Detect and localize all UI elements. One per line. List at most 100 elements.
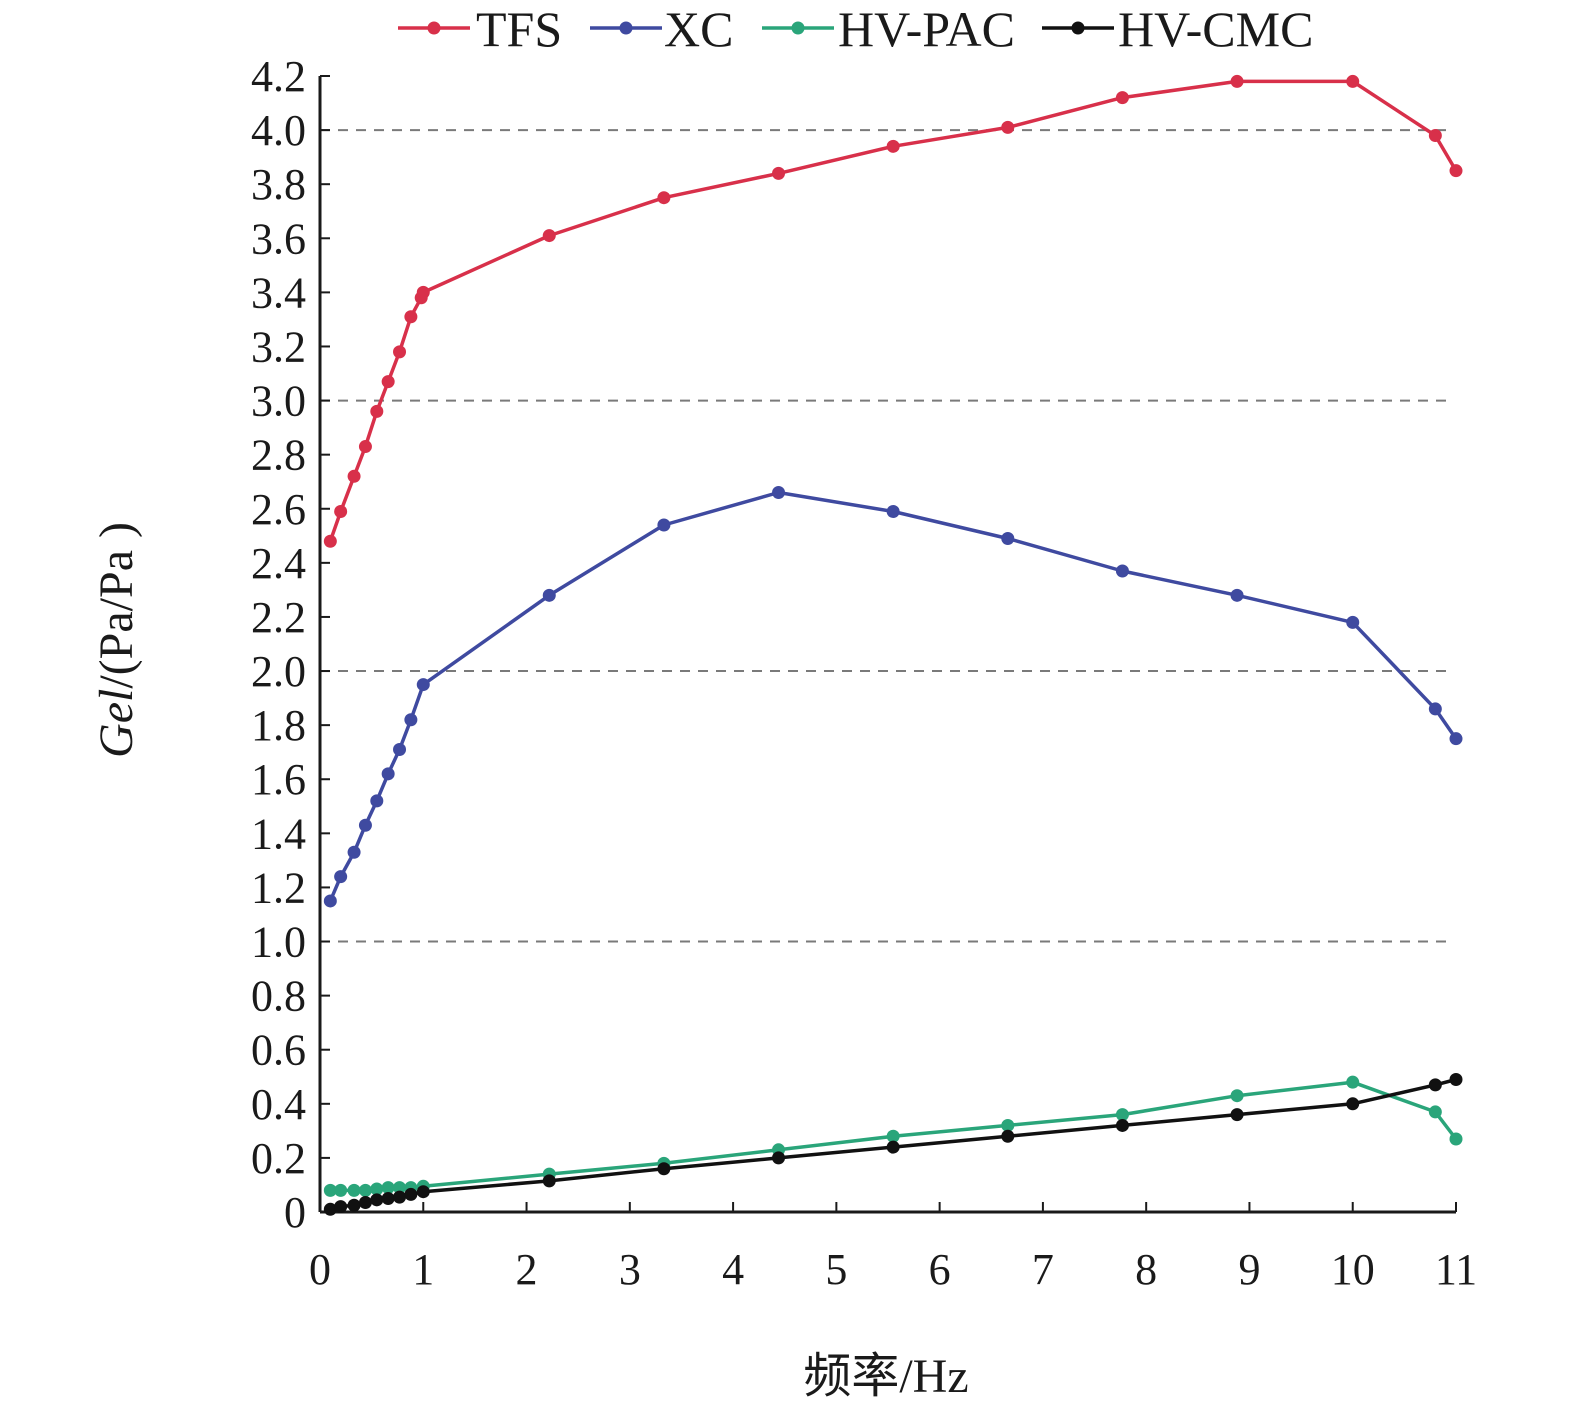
data-point-tfs (404, 310, 418, 324)
legend-label-tfs: TFS (476, 1, 562, 57)
data-point-hv-cmc (1230, 1108, 1244, 1122)
data-point-hv-cmc (404, 1187, 418, 1201)
data-point-hv-cmc (1346, 1097, 1360, 1111)
legend-marker-tfs (427, 21, 441, 35)
data-point-xc (1428, 702, 1442, 716)
data-point-xc (657, 518, 671, 532)
y-tick-label: 3.4 (251, 268, 306, 317)
axis-ticks: 0 0.2 0.4 0.6 0.8 1.0 1.2 1.4 1.6 1.8 2.0 2.2 2.4 2.6… (251, 52, 1477, 1294)
y-tick-label: 2.0 (251, 647, 306, 696)
data-point-tfs (1115, 91, 1129, 105)
data-point-hv-cmc (886, 1140, 900, 1154)
y-tick-label: 3.8 (251, 160, 306, 209)
data-point-hv-cmc (416, 1185, 430, 1199)
data-point-hv-pac (1428, 1105, 1442, 1119)
data-point-hv-pac (334, 1183, 348, 1197)
y-tick-label: 3.2 (251, 322, 306, 371)
y-tick-label: 0.2 (251, 1134, 306, 1183)
series-hv-pac (323, 1075, 1463, 1197)
data-point-tfs (323, 534, 337, 548)
data-point-xc (1115, 564, 1129, 578)
data-point-xc (404, 713, 418, 727)
data-point-hv-pac (393, 1181, 407, 1195)
data-point-hv-cmc (358, 1196, 372, 1210)
x-tick-label: 7 (1032, 1245, 1054, 1294)
data-point-hv-cmc (323, 1202, 337, 1216)
x-tick-label: 10 (1331, 1245, 1375, 1294)
data-point-tfs (1449, 164, 1463, 178)
data-point-tfs (886, 139, 900, 153)
data-point-xc (1001, 532, 1015, 546)
data-point-hv-cmc (772, 1151, 786, 1165)
x-axis-title: 频率/Hz (803, 1350, 968, 1403)
data-point-hv-cmc (1449, 1072, 1463, 1086)
data-point-tfs (381, 375, 395, 389)
legend-label-hv-cmc: HV-CMC (1118, 1, 1313, 57)
y-tick-label: 0.8 (251, 972, 306, 1021)
data-point-tfs (542, 229, 556, 243)
data-point-xc (1449, 732, 1463, 746)
data-point-tfs (416, 285, 430, 299)
legend-item-hv-cmc: HV-CMC (1042, 1, 1313, 57)
data-point-xc (542, 588, 556, 602)
legend-label-xc: XC (664, 1, 733, 57)
data-point-hv-cmc (1115, 1118, 1129, 1132)
data-point-tfs (393, 345, 407, 359)
data-point-xc (334, 870, 348, 884)
y-tick-label: 1.4 (251, 809, 306, 858)
data-point-hv-pac (1230, 1089, 1244, 1103)
legend: TFS XC HV-PAC HV-CMC (398, 1, 1313, 57)
data-point-xc (370, 794, 384, 808)
data-point-hv-cmc (542, 1174, 556, 1188)
legend-item-hv-pac: HV-PAC (762, 1, 1015, 57)
y-tick-label: 2.2 (251, 593, 306, 642)
legend-item-xc: XC (590, 1, 733, 57)
data-point-hv-pac (323, 1183, 337, 1197)
x-tick-label: 1 (412, 1245, 434, 1294)
data-point-hv-pac (1115, 1108, 1129, 1122)
y-tick-label: 2.4 (251, 539, 306, 588)
legend-marker-hv-pac (791, 21, 805, 35)
x-tick-label: 0 (309, 1245, 331, 1294)
y-tick-label: 0 (284, 1188, 306, 1237)
data-point-hv-cmc (370, 1193, 384, 1207)
x-tick-label: 6 (929, 1245, 951, 1294)
data-point-hv-pac (358, 1183, 372, 1197)
y-axis-title: Gel/(Pa/Pa ) (90, 522, 143, 758)
data-point-hv-pac (347, 1183, 361, 1197)
y-tick-label: 1.0 (251, 918, 306, 967)
data-point-xc (416, 678, 430, 692)
data-point-tfs (1230, 74, 1244, 88)
data-point-tfs (657, 191, 671, 205)
data-point-tfs (772, 166, 786, 180)
data-point-xc (1346, 615, 1360, 629)
data-point-xc (381, 767, 395, 781)
data-point-hv-pac (381, 1181, 395, 1195)
data-point-tfs (1346, 74, 1360, 88)
x-tick-label: 11 (1435, 1245, 1477, 1294)
y-axis-title-units: /(Pa/Pa ) (90, 522, 143, 689)
data-point-hv-cmc (1428, 1078, 1442, 1092)
data-point-hv-cmc (381, 1191, 395, 1205)
data-point-tfs (358, 440, 372, 454)
series-line-xc (328, 490, 1458, 903)
data-point-hv-cmc (347, 1198, 361, 1212)
data-point-xc (772, 486, 786, 500)
legend-label-hv-pac: HV-PAC (838, 1, 1015, 57)
gridlines (320, 129, 1450, 943)
data-point-tfs (1428, 129, 1442, 143)
data-point-hv-pac (1346, 1075, 1360, 1089)
data-point-hv-cmc (657, 1162, 671, 1176)
series-xc (323, 486, 1463, 908)
x-tick-label: 3 (619, 1245, 641, 1294)
data-point-xc (393, 742, 407, 756)
data-point-hv-pac (1449, 1132, 1463, 1146)
x-tick-label: 2 (516, 1245, 538, 1294)
y-tick-label: 0.6 (251, 1026, 306, 1075)
x-tick-label: 4 (722, 1245, 744, 1294)
data-point-hv-cmc (393, 1190, 407, 1204)
data-point-hv-pac (370, 1182, 384, 1196)
data-point-hv-cmc (334, 1200, 348, 1214)
